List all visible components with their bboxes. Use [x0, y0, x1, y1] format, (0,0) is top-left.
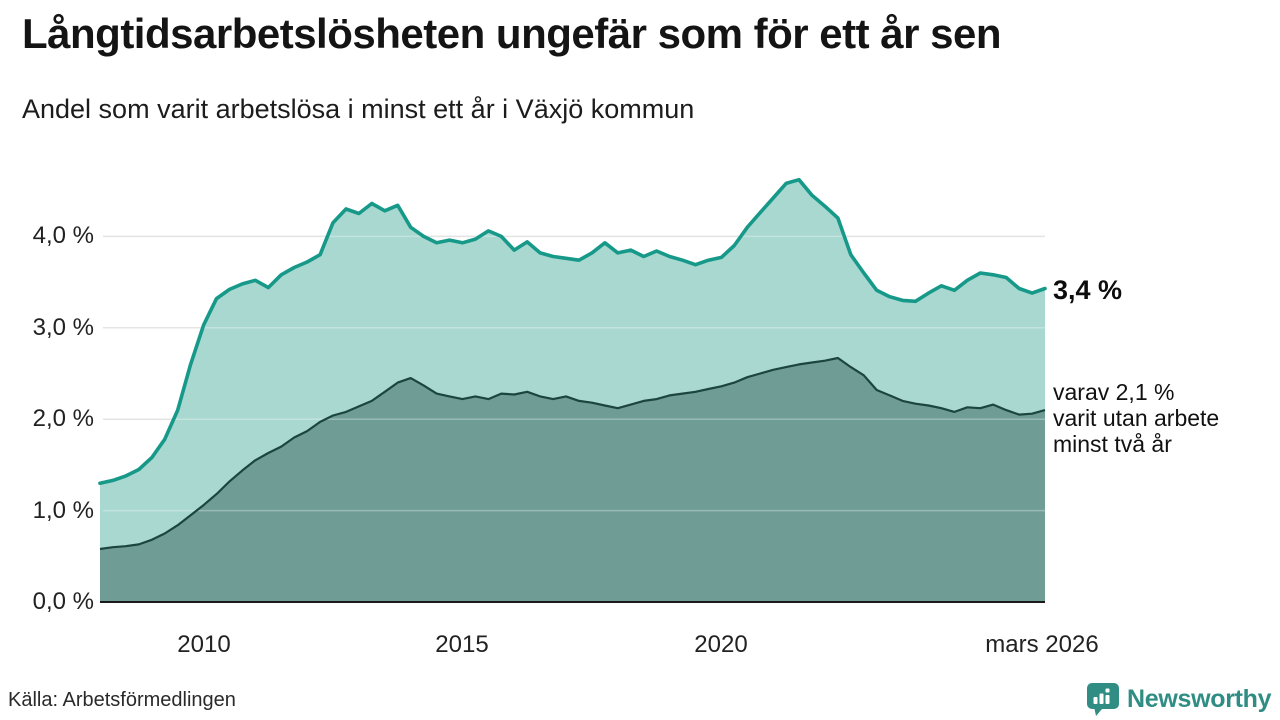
newsworthy-logo-icon	[1087, 683, 1119, 716]
newsworthy-wordmark: Newsworthy	[1127, 685, 1272, 713]
y-axis-label: 0,0 %	[32, 588, 94, 615]
y-axis-label: 3,0 %	[32, 314, 94, 341]
x-axis-label: 2015	[435, 631, 489, 658]
area-fill	[100, 358, 1045, 602]
end-annotation-two-year: varav 2,1 % varit utan arbete minst två …	[1053, 379, 1219, 457]
annotation-line: varav 2,1 %	[1053, 379, 1175, 405]
end-value-label-total: 3,4 %	[1053, 275, 1123, 305]
x-axis-label: 2020	[694, 631, 748, 658]
chart-subtitle: Andel som varit arbetslösa i minst ett å…	[22, 94, 695, 124]
y-axis-label: 4,0 %	[32, 222, 94, 249]
two-year-line	[99, 356, 1046, 551]
annotation-line: varit utan arbete	[1053, 405, 1220, 431]
y-axis-label: 1,0 %	[32, 497, 94, 524]
total-line	[98, 177, 1047, 485]
source-note: Källa: Arbetsförmedlingen	[8, 689, 236, 711]
newsworthy-logo: Newsworthy	[1086, 682, 1272, 716]
page-title: Långtidsarbetslösheten ungefär som för e…	[22, 10, 1002, 57]
x-axis-label: 2010	[177, 631, 231, 658]
annotation-line: minst två år	[1053, 431, 1172, 457]
y-axis-label: 2,0 %	[32, 405, 94, 432]
x-axis-label: mars 2026	[985, 631, 1099, 658]
